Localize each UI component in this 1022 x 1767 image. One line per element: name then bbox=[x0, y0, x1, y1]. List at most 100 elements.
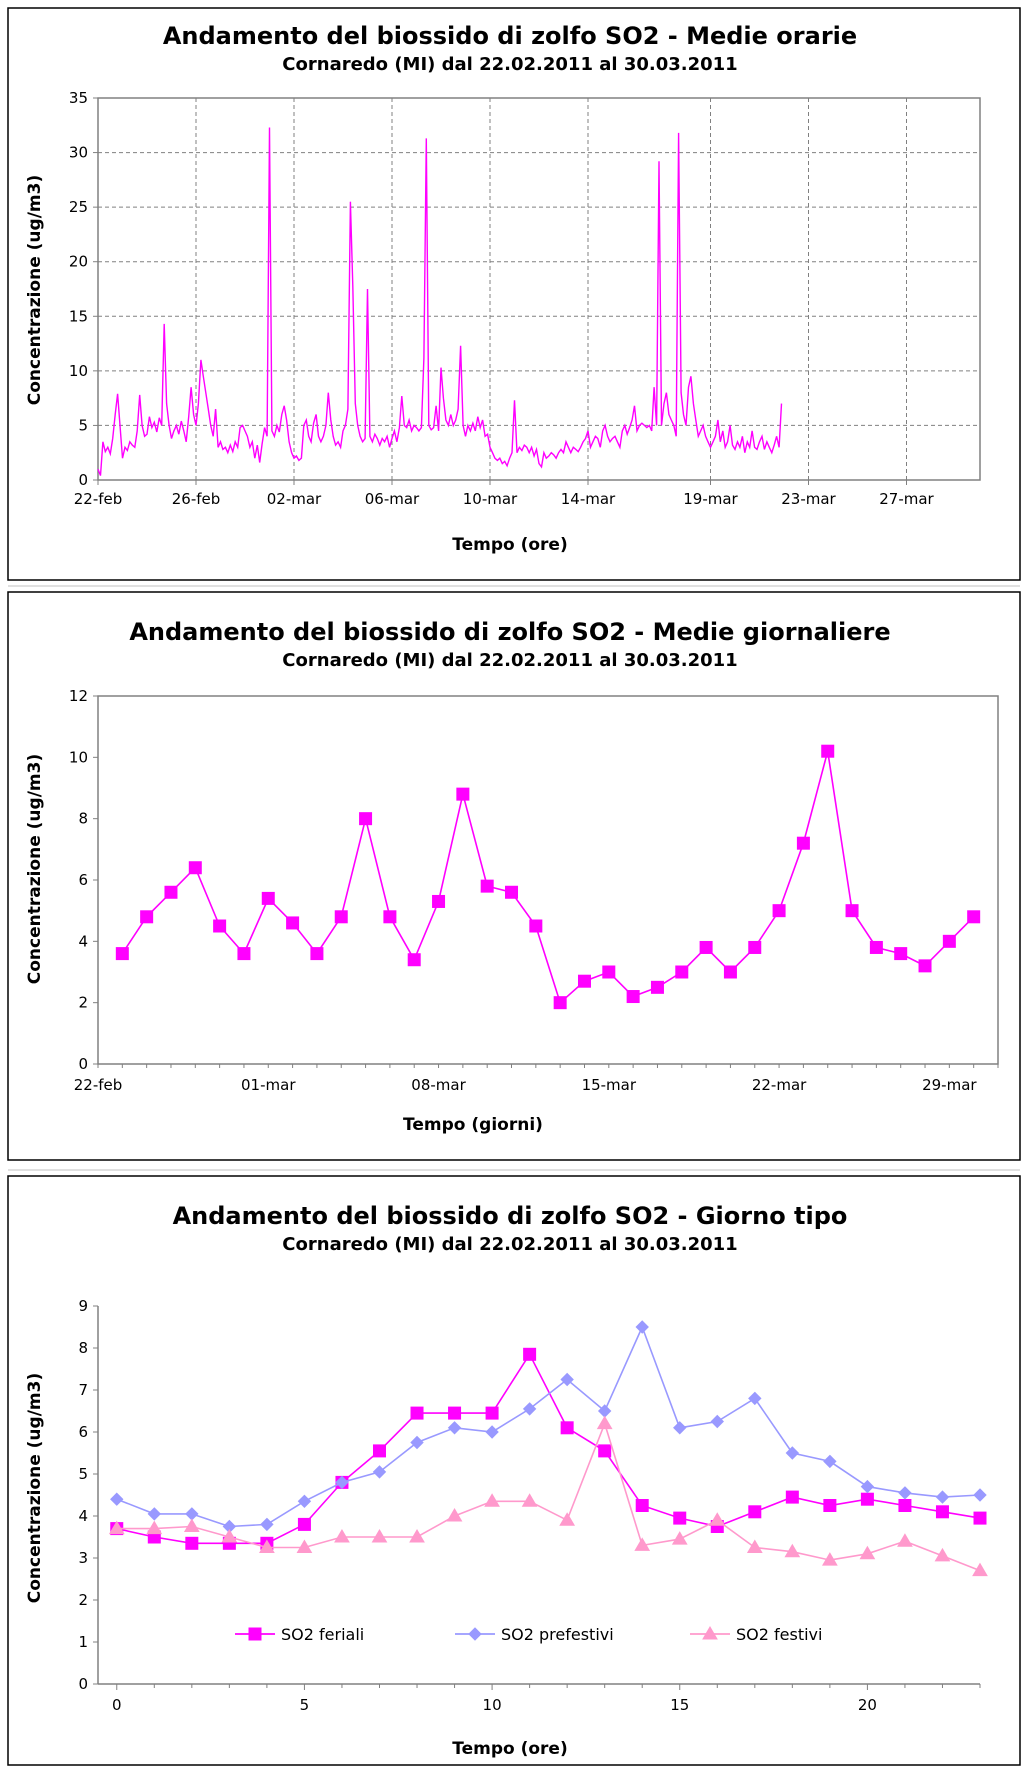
tick-label: 5 bbox=[300, 1696, 310, 1714]
data-point bbox=[824, 1500, 836, 1512]
tick-label: 27-mar bbox=[879, 490, 934, 508]
tick-label: 2 bbox=[78, 1591, 88, 1609]
tick-label: 12 bbox=[69, 687, 88, 705]
data-point bbox=[384, 911, 396, 923]
data-point bbox=[651, 981, 663, 993]
tick-label: 6 bbox=[78, 1423, 88, 1441]
tick-label: 10 bbox=[69, 362, 88, 380]
legend-label: SO2 prefestivi bbox=[501, 1625, 614, 1644]
data-point bbox=[797, 837, 809, 849]
tick-label: 19-mar bbox=[683, 490, 738, 508]
data-point bbox=[554, 997, 566, 1009]
data-point bbox=[486, 1407, 498, 1419]
tick-label: 22-feb bbox=[74, 1076, 123, 1094]
tick-label: 14-mar bbox=[561, 490, 616, 508]
data-point bbox=[724, 966, 736, 978]
tick-label: 25 bbox=[69, 198, 88, 216]
legend-marker bbox=[249, 1628, 261, 1640]
data-point bbox=[603, 966, 615, 978]
data-point bbox=[449, 1407, 461, 1419]
tick-label: 8 bbox=[78, 810, 88, 828]
tick-label: 26-feb bbox=[172, 490, 221, 508]
data-point bbox=[561, 1422, 573, 1434]
data-point bbox=[674, 1512, 686, 1524]
data-point bbox=[530, 920, 542, 932]
tick-label: 9 bbox=[78, 1297, 88, 1315]
data-point bbox=[311, 948, 323, 960]
y-axis-label: Concentrazione (ug/m3) bbox=[25, 1373, 45, 1603]
data-point bbox=[116, 948, 128, 960]
data-point bbox=[846, 905, 858, 917]
data-point bbox=[578, 975, 590, 987]
data-point bbox=[822, 745, 834, 757]
tick-label: 3 bbox=[78, 1549, 88, 1567]
tick-label: 10 bbox=[69, 748, 88, 766]
tick-label: 5 bbox=[78, 416, 88, 434]
x-axis-label: Tempo (ore) bbox=[452, 535, 567, 555]
data-point bbox=[919, 960, 931, 972]
data-point bbox=[506, 886, 518, 898]
data-point bbox=[186, 1537, 198, 1549]
tick-label: 01-mar bbox=[241, 1076, 296, 1094]
data-point bbox=[636, 1500, 648, 1512]
tick-label: 22-mar bbox=[752, 1076, 807, 1094]
tick-label: 02-mar bbox=[267, 490, 322, 508]
data-point bbox=[165, 886, 177, 898]
data-point bbox=[287, 917, 299, 929]
data-point bbox=[360, 813, 372, 825]
data-point bbox=[238, 948, 250, 960]
data-point bbox=[627, 991, 639, 1003]
chart-typical-day: Andamento del biossido di zolfo SO2 - Gi… bbox=[0, 1168, 1022, 1767]
x-axis-label: Tempo (giorni) bbox=[403, 1115, 543, 1135]
tick-label: 22-feb bbox=[74, 490, 123, 508]
data-point bbox=[373, 1445, 385, 1457]
chart-daily: Andamento del biossido di zolfo SO2 - Me… bbox=[0, 584, 1022, 1168]
data-point bbox=[457, 788, 469, 800]
tick-label: 2 bbox=[78, 994, 88, 1012]
tick-label: 7 bbox=[78, 1381, 88, 1399]
tick-label: 4 bbox=[78, 932, 88, 950]
tick-label: 23-mar bbox=[781, 490, 836, 508]
tick-label: 20 bbox=[858, 1696, 877, 1714]
tick-label: 8 bbox=[78, 1339, 88, 1357]
data-point bbox=[895, 948, 907, 960]
data-point bbox=[141, 911, 153, 923]
x-axis-label: Tempo (ore) bbox=[452, 1739, 567, 1759]
data-point bbox=[524, 1348, 536, 1360]
data-point bbox=[974, 1512, 986, 1524]
data-point bbox=[700, 941, 712, 953]
data-point bbox=[899, 1500, 911, 1512]
data-point bbox=[861, 1493, 873, 1505]
tick-label: 0 bbox=[78, 1055, 88, 1073]
data-point bbox=[262, 892, 274, 904]
data-point bbox=[214, 920, 226, 932]
data-point bbox=[335, 911, 347, 923]
data-point bbox=[676, 966, 688, 978]
data-point bbox=[189, 862, 201, 874]
chart-subtitle: Cornaredo (MI) dal 22.02.2011 al 30.03.2… bbox=[282, 54, 737, 75]
data-point bbox=[298, 1518, 310, 1530]
data-point bbox=[749, 941, 761, 953]
tick-label: 0 bbox=[78, 1675, 88, 1693]
chart-title: Andamento del biossido di zolfo SO2 - Gi… bbox=[173, 1202, 848, 1230]
chart-subtitle: Cornaredo (MI) dal 22.02.2011 al 30.03.2… bbox=[282, 1234, 737, 1255]
data-point bbox=[481, 880, 493, 892]
tick-label: 4 bbox=[78, 1507, 88, 1525]
tick-label: 10-mar bbox=[463, 490, 518, 508]
tick-label: 20 bbox=[69, 253, 88, 271]
tick-label: 08-mar bbox=[411, 1076, 466, 1094]
tick-label: 35 bbox=[69, 89, 88, 107]
tick-label: 6 bbox=[78, 871, 88, 889]
chart-subtitle: Cornaredo (MI) dal 22.02.2011 al 30.03.2… bbox=[282, 650, 737, 671]
data-point bbox=[870, 941, 882, 953]
tick-label: 1 bbox=[78, 1633, 88, 1651]
data-point bbox=[968, 911, 980, 923]
data-point bbox=[408, 954, 420, 966]
data-point bbox=[749, 1506, 761, 1518]
data-point bbox=[943, 935, 955, 947]
tick-label: 0 bbox=[78, 471, 88, 489]
tick-label: 5 bbox=[78, 1465, 88, 1483]
data-point bbox=[773, 905, 785, 917]
data-point bbox=[786, 1491, 798, 1503]
tick-label: 06-mar bbox=[365, 490, 420, 508]
